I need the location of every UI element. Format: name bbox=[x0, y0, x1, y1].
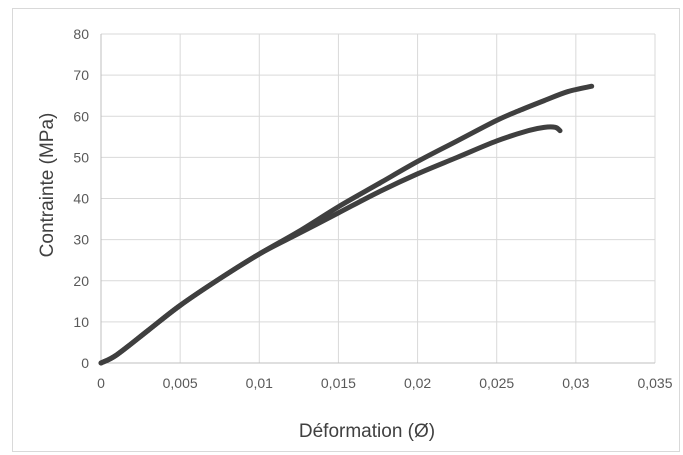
y-tick-label: 30 bbox=[73, 232, 89, 248]
stress-strain-chart: 0 0,005 0,01 0,015 0,02 0,025 0,03 0,035 0 10 20 3… bbox=[37, 26, 673, 442]
axes bbox=[100, 34, 655, 364]
y-axis-title: Contrainte (MPa) bbox=[37, 113, 58, 258]
y-tick-label: 10 bbox=[73, 314, 89, 330]
y-tick-label: 20 bbox=[73, 273, 89, 289]
chart-frame: 0 0,005 0,01 0,015 0,02 0,025 0,03 0,035 0 10 20 3… bbox=[12, 8, 680, 452]
x-tick-label: 0,03 bbox=[562, 375, 589, 391]
grid bbox=[101, 33, 656, 363]
y-tick-label: 70 bbox=[73, 67, 89, 83]
y-tick-label: 40 bbox=[73, 191, 89, 207]
y-tick-label: 0 bbox=[81, 355, 89, 371]
x-tick-label: 0,02 bbox=[404, 375, 431, 391]
x-tick-label: 0,025 bbox=[479, 375, 514, 391]
x-tick-label: 0,005 bbox=[163, 375, 198, 391]
x-axis-title: Déformation (Ø) bbox=[299, 421, 435, 442]
x-tick-label: 0,01 bbox=[246, 375, 273, 391]
y-tick-label: 50 bbox=[73, 149, 89, 165]
x-tick-label: 0,035 bbox=[637, 375, 672, 391]
y-tick-label: 80 bbox=[73, 26, 89, 42]
x-tick-labels: 0 0,005 0,01 0,015 0,02 0,025 0,03 0,035 bbox=[97, 375, 673, 391]
x-tick-label: 0,015 bbox=[321, 375, 356, 391]
y-tick-label: 60 bbox=[73, 108, 89, 124]
x-tick-label: 0 bbox=[97, 375, 105, 391]
series-layer bbox=[98, 83, 595, 366]
y-tick-labels: 0 10 20 30 40 50 60 70 80 bbox=[73, 26, 89, 371]
series-line-2 bbox=[98, 124, 563, 366]
